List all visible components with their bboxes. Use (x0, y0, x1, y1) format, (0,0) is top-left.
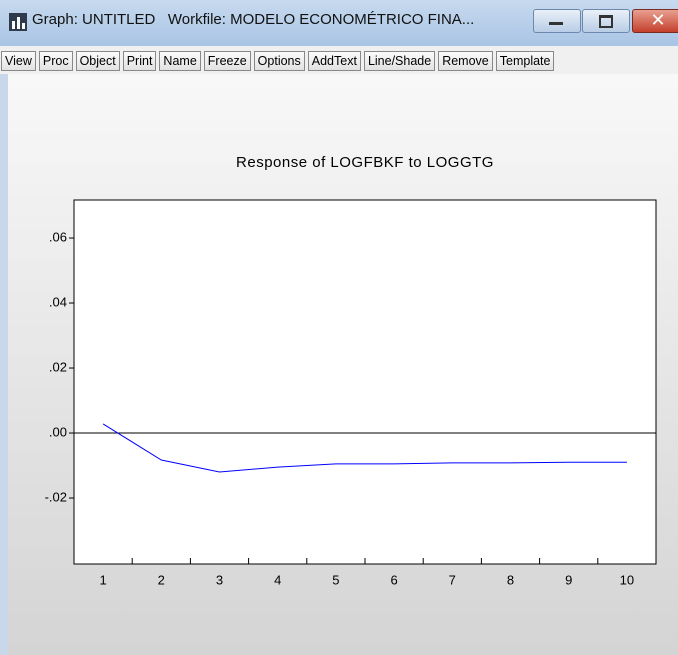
series-line (102, 423, 627, 473)
y-tick-label: .00 (49, 424, 67, 439)
toolbar-button[interactable]: Proc (38, 51, 73, 71)
window-border (0, 74, 8, 655)
x-tick-label: 5 (332, 572, 339, 587)
toolbar-button[interactable]: Object (75, 51, 120, 71)
toolbar-button[interactable]: Freeze (203, 51, 251, 71)
maximize-button[interactable] (582, 9, 630, 33)
toolbar: View Proc Object Print Name Freeze Options AddT… (0, 51, 555, 71)
x-tick-label: 3 (216, 572, 223, 587)
toolbar-button[interactable]: Options (253, 51, 305, 71)
toolbar-button[interactable]: Template (495, 51, 555, 71)
chart-title: Response of LOGFBKF to LOGGTG (236, 154, 494, 171)
toolbar-button[interactable]: Print (122, 51, 157, 71)
y-tick-label: .02 (49, 359, 67, 374)
toolbar-button[interactable]: AddText (307, 51, 361, 71)
app-icon (9, 13, 27, 31)
y-tick-label: .06 (49, 229, 67, 244)
y-tick-label: .04 (49, 294, 67, 309)
close-button[interactable]: ✕ (632, 9, 678, 33)
toolbar-button[interactable]: Remove (438, 51, 493, 71)
toolbar-button[interactable]: Line/Shade (363, 51, 436, 71)
x-tick-label: 2 (158, 572, 165, 587)
minimize-button[interactable] (533, 9, 581, 33)
x-tick-label: 10 (620, 572, 634, 587)
plot-area (73, 199, 657, 565)
x-tick-label: 7 (449, 572, 456, 587)
x-tick-label: 4 (274, 572, 281, 587)
window-title: Graph: UNTITLED Workfile: MODELO ECONOMÉ… (32, 11, 475, 28)
x-tick-label: 8 (507, 572, 514, 587)
x-tick-label: 1 (99, 572, 106, 587)
toolbar-button[interactable]: View (1, 51, 36, 71)
toolbar-button[interactable]: Name (159, 51, 201, 71)
y-tick-label: -.02 (45, 489, 67, 504)
x-tick-label: 6 (390, 572, 397, 587)
x-tick-label: 9 (565, 572, 572, 587)
title-bar: Graph: UNTITLED Workfile: MODELO ECONOMÉ… (0, 0, 678, 46)
